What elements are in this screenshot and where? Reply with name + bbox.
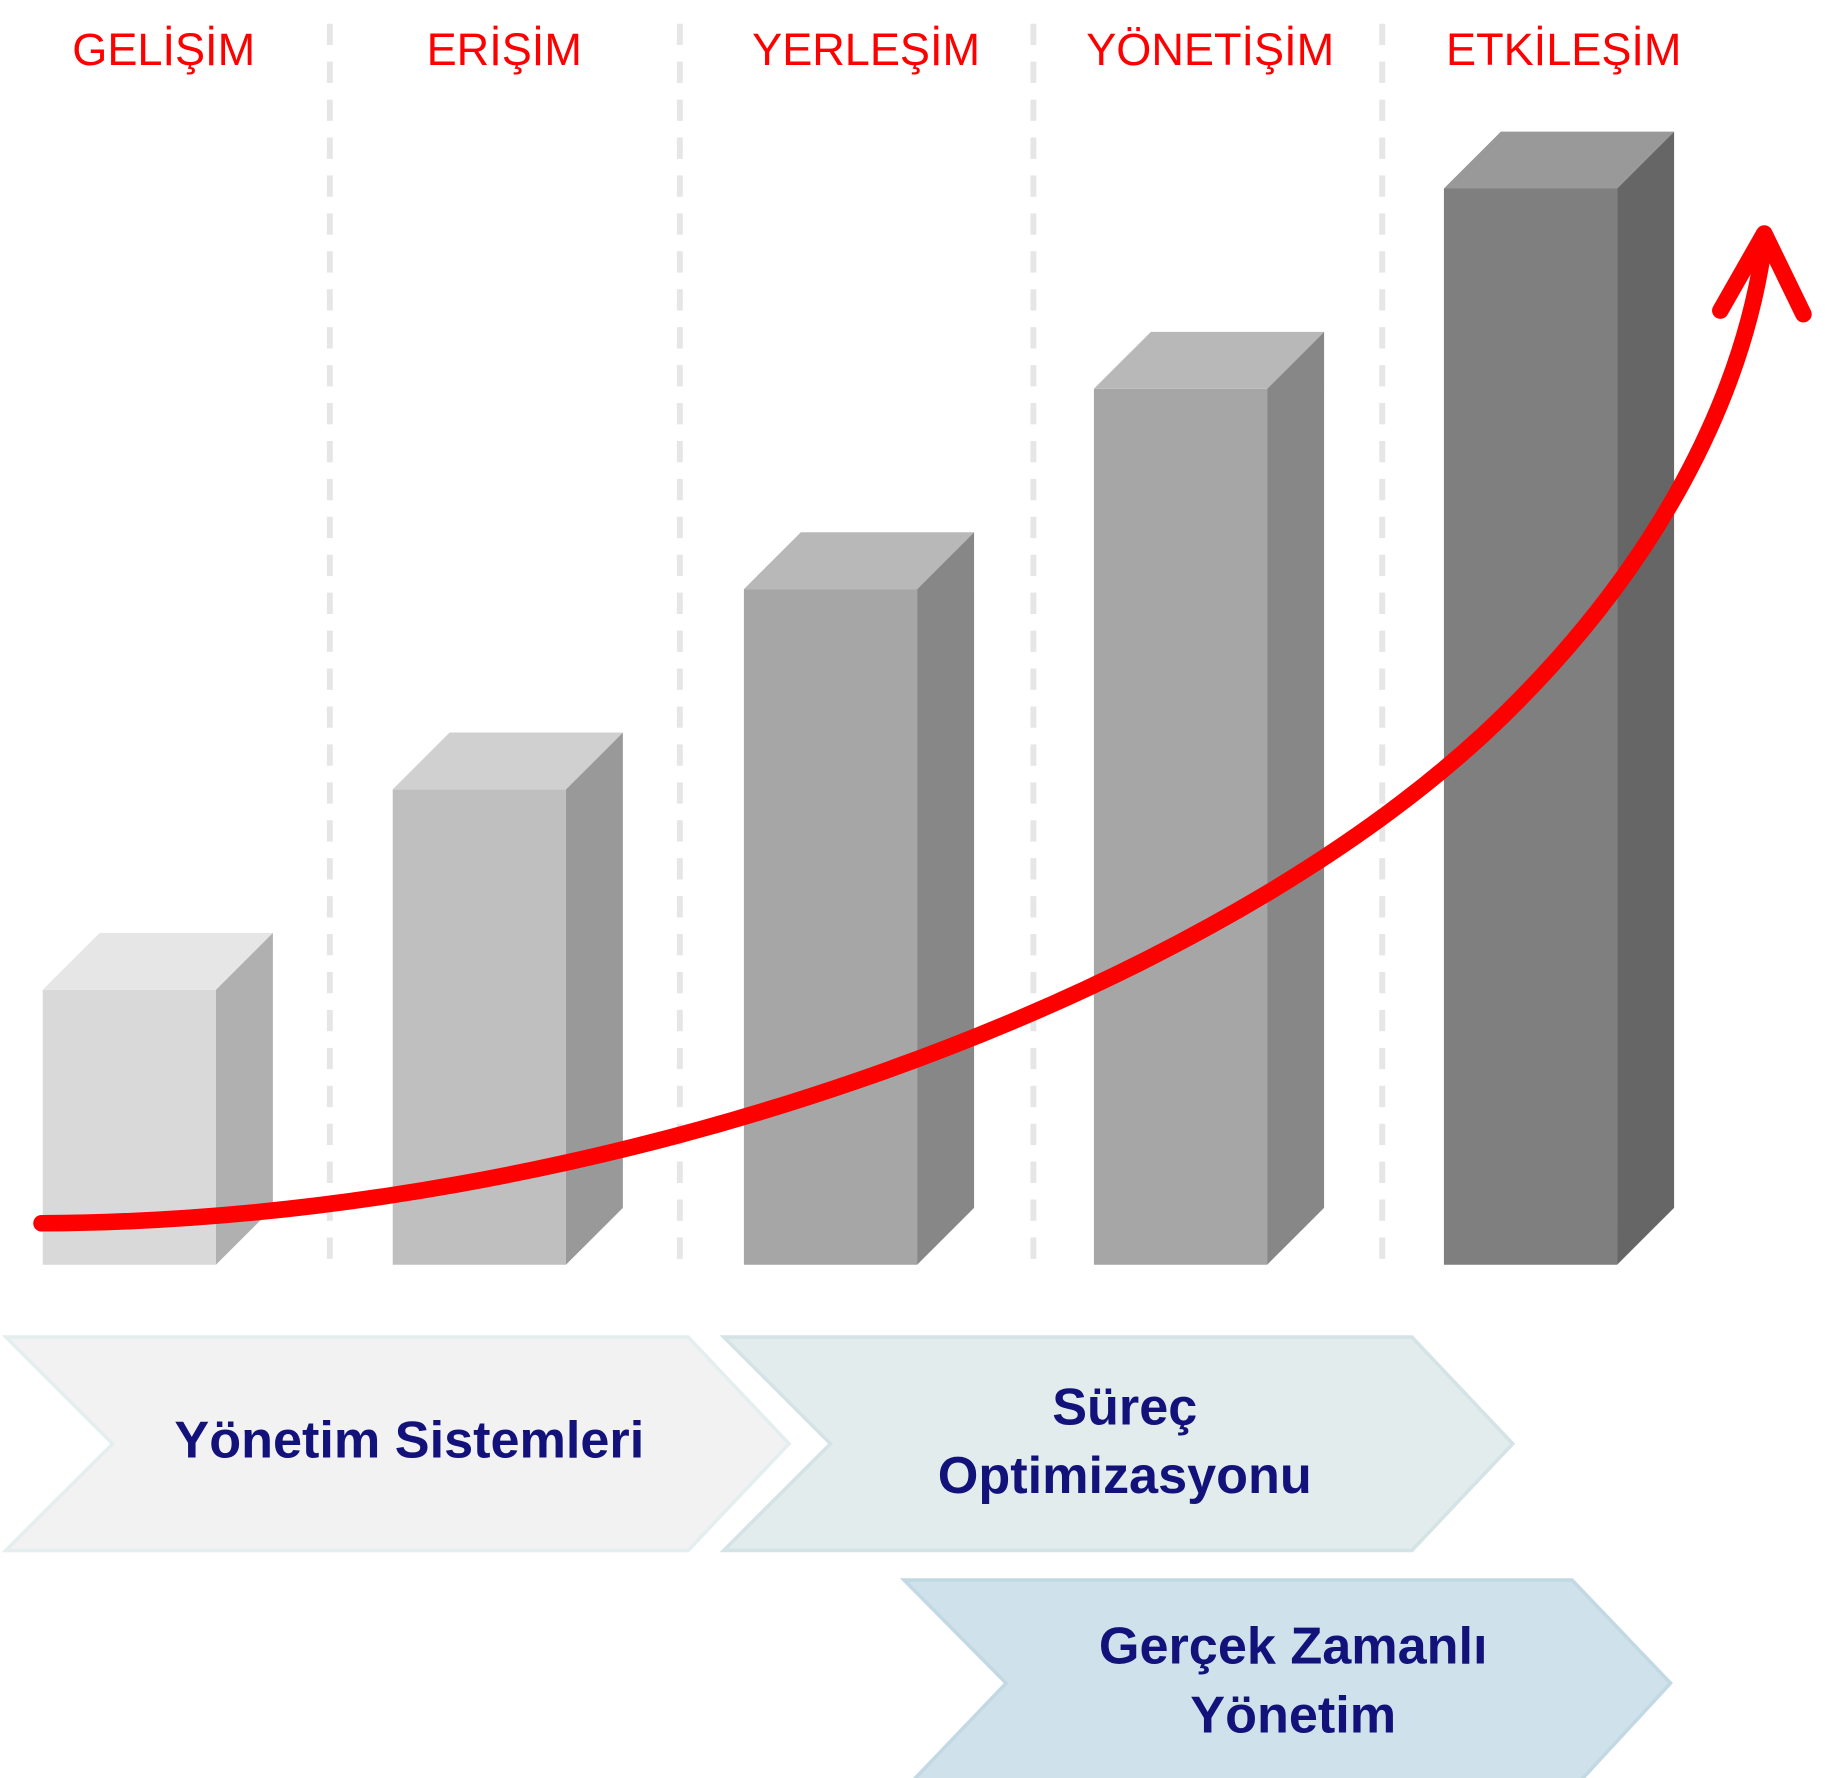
bar-side — [215, 932, 273, 1265]
chevron — [1, 1335, 792, 1553]
stage-label: ETKİLEŞİM — [1446, 24, 1681, 75]
bar-top — [1443, 131, 1675, 189]
bar-side — [1267, 331, 1325, 1265]
stage-label: YERLEŞİM — [752, 24, 980, 75]
bar-top — [743, 532, 975, 590]
chevron-label: Süreç — [1052, 1378, 1197, 1436]
chevron-label: Optimizasyonu — [938, 1447, 1312, 1505]
stage-label: YÖNETİŞİM — [1086, 24, 1334, 75]
stage-label: GELİŞİM — [72, 24, 255, 75]
chevron-label: Yönetim Sistemleri — [174, 1412, 644, 1470]
chevron — [899, 1578, 1673, 1778]
bar-top — [392, 732, 623, 790]
arrow-head — [1712, 225, 1812, 323]
bar-top — [42, 932, 273, 990]
bar-side — [917, 532, 975, 1265]
chevron-label: Gerçek Zamanlı — [1099, 1618, 1488, 1676]
growth-arrow — [33, 234, 1773, 1232]
bar-side — [565, 732, 623, 1265]
chevron-label: Yönetim — [1190, 1687, 1396, 1745]
bar-front — [1443, 188, 1618, 1265]
bars — [42, 131, 1675, 1265]
bar-front — [743, 589, 918, 1265]
stage-label: ERİŞİM — [427, 24, 582, 75]
separators — [326, 23, 1386, 1265]
bar-side — [1617, 131, 1675, 1265]
chevron — [719, 1335, 1516, 1553]
bar-top — [1093, 331, 1325, 389]
bar-front — [1093, 388, 1268, 1265]
